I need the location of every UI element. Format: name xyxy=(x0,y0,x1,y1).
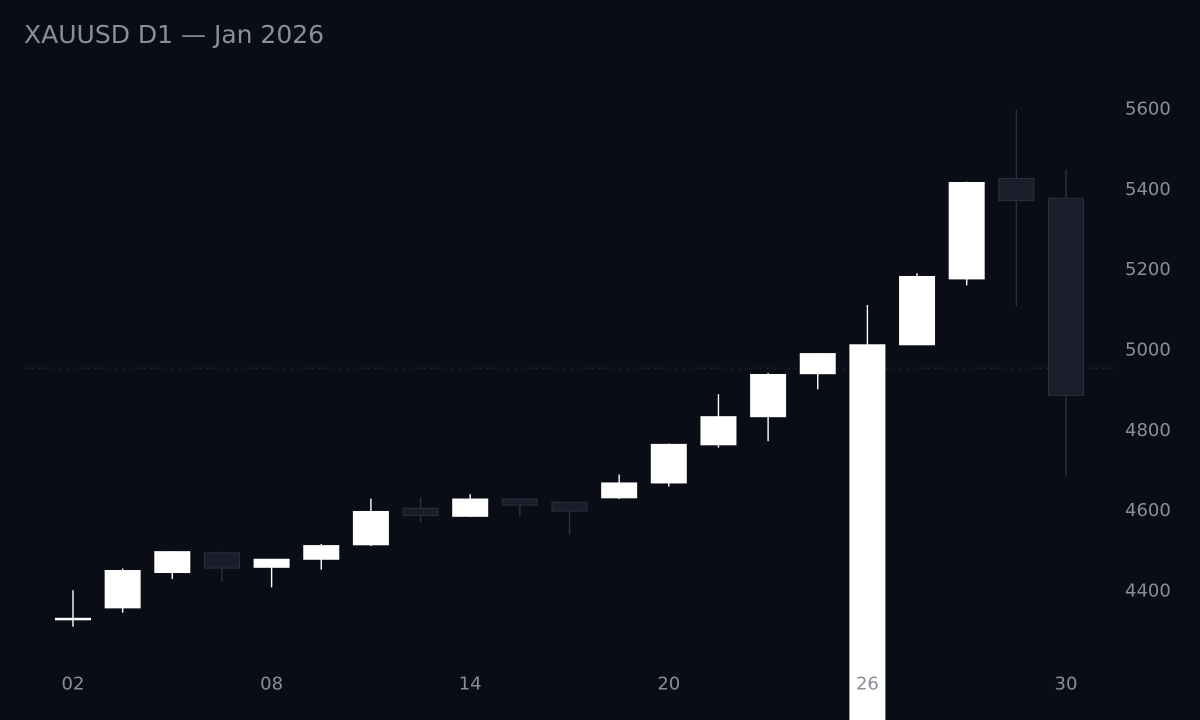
chart-title: XAUUSD D1 — Jan 2026 xyxy=(24,20,325,49)
candle-body xyxy=(551,501,588,512)
candle-body xyxy=(849,344,886,720)
y-tick-label: 5400 xyxy=(1125,179,1171,200)
candle-body xyxy=(154,551,191,574)
candle-body xyxy=(799,353,836,375)
candle-body xyxy=(948,182,985,280)
x-tick-label: 02 xyxy=(62,674,85,695)
x-tick-label: 30 xyxy=(1055,674,1078,695)
candle-body xyxy=(253,558,290,568)
candle-body xyxy=(650,443,687,484)
y-tick-label: 4600 xyxy=(1125,500,1171,521)
candle-body xyxy=(1048,197,1084,396)
x-tick-label: 26 xyxy=(856,674,879,695)
x-tick-label: 08 xyxy=(260,674,283,695)
candle-body xyxy=(700,416,737,446)
candle-body xyxy=(998,177,1035,202)
candle-body xyxy=(55,617,91,621)
y-tick-label: 5200 xyxy=(1125,259,1171,280)
y-tick-label: 5000 xyxy=(1125,340,1171,361)
y-tick-label: 5600 xyxy=(1125,99,1171,120)
candle-body xyxy=(452,498,489,517)
candle-body xyxy=(750,374,787,418)
x-tick-label: 20 xyxy=(657,674,680,695)
candle-body xyxy=(303,545,340,560)
candle-body xyxy=(352,510,389,546)
candle-body xyxy=(601,482,638,499)
y-tick-label: 4800 xyxy=(1125,420,1171,441)
candle-body xyxy=(104,570,141,609)
candle-body xyxy=(203,552,240,569)
candle-body xyxy=(402,507,439,516)
candle-body xyxy=(501,498,538,506)
candle-body xyxy=(899,275,936,346)
y-tick-label: 4400 xyxy=(1125,581,1171,602)
x-tick-label: 14 xyxy=(459,674,482,695)
